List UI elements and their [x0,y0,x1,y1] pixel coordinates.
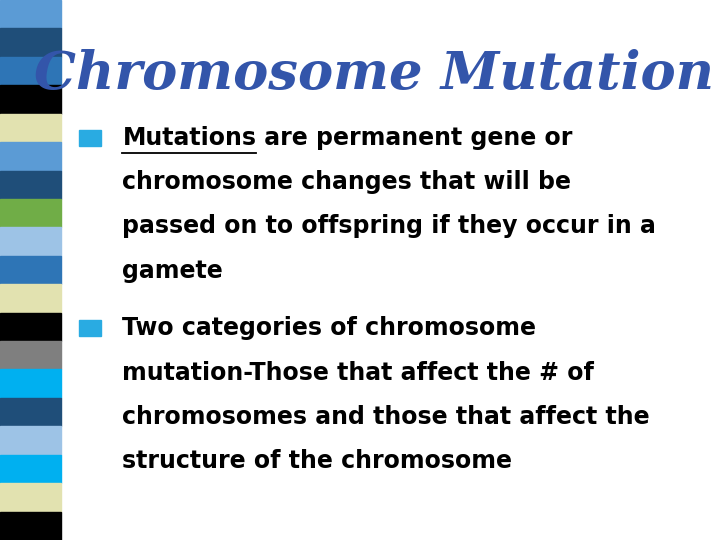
Text: Two categories of chromosome: Two categories of chromosome [122,316,536,340]
Text: are permanent gene or: are permanent gene or [256,126,573,150]
Bar [0,455,61,483]
Text: mutation-Those that affect the # of: mutation-Those that affect the # of [122,361,594,384]
Bar [0,171,61,199]
Text: gamete: gamete [122,259,223,282]
Bar [0,426,61,455]
Bar [0,85,61,114]
Bar [0,313,61,341]
Bar [0,57,61,85]
Bar [0,29,61,57]
Bar [79,320,101,336]
Text: chromosomes and those that affect the: chromosomes and those that affect the [122,405,650,429]
Bar [0,142,61,171]
Text: structure of the chromosome: structure of the chromosome [122,449,513,473]
Bar [0,256,61,284]
Bar [0,369,61,398]
Bar [79,130,101,146]
Bar [0,199,61,227]
Text: Mutations: Mutations [122,126,256,150]
Text: chromosome changes that will be: chromosome changes that will be [122,170,572,194]
Text: Chromosome Mutation: Chromosome Mutation [35,49,714,99]
Bar [0,341,61,369]
Bar [0,284,61,313]
Bar [0,483,61,511]
Text: passed on to offspring if they occur in a: passed on to offspring if they occur in … [122,214,656,238]
Bar [0,227,61,256]
Bar [0,511,61,540]
Bar [0,114,61,142]
Bar [0,398,61,426]
Bar [0,0,61,29]
